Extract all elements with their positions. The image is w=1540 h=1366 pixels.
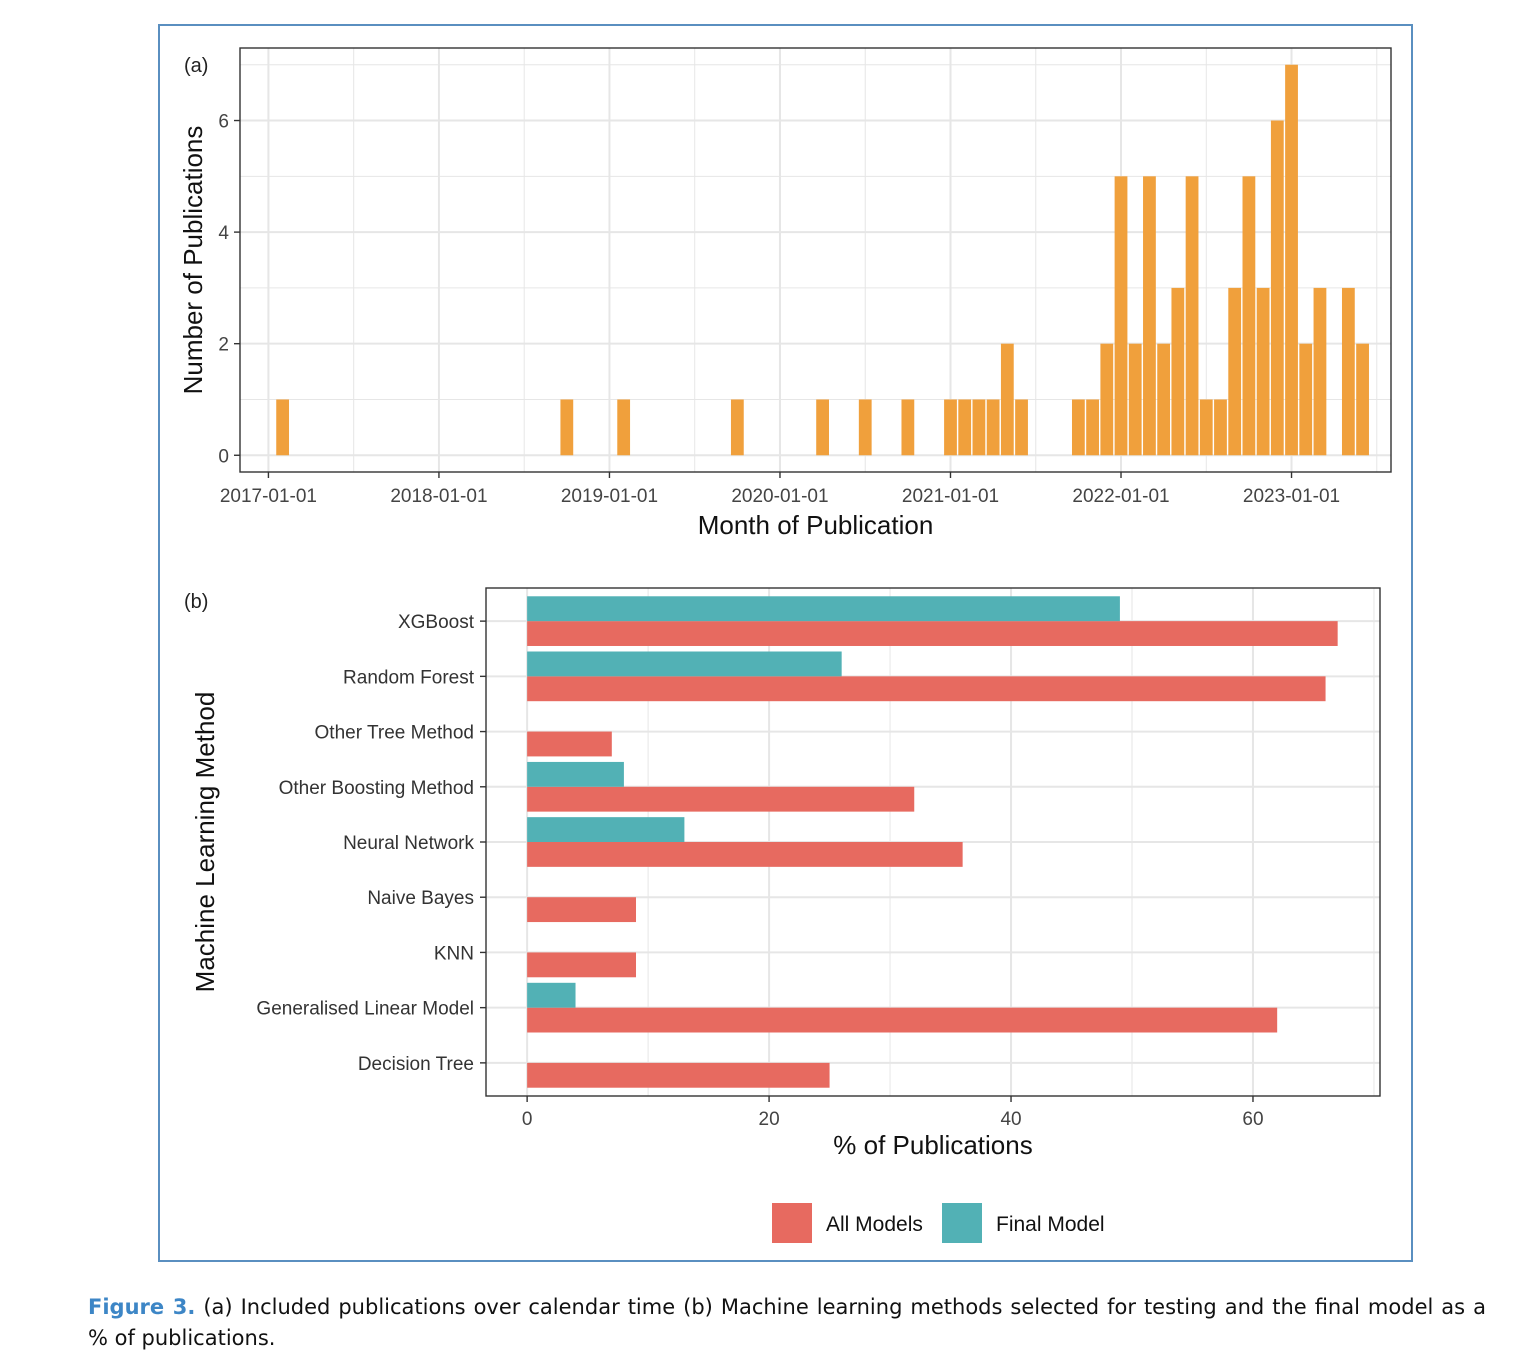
panel-a-bar xyxy=(1270,120,1284,456)
panel-a-label: (a) xyxy=(184,55,208,77)
panel-b-bar-all-models xyxy=(527,1007,1278,1033)
panel-a-bar xyxy=(1228,287,1242,456)
panel-b-y-axis-title: Machine Learning Method xyxy=(190,692,220,993)
panel-a-bar xyxy=(901,399,915,456)
panel-b-x-tick-label: 0 xyxy=(522,1109,533,1130)
panel-b-x-tick-label: 20 xyxy=(759,1109,780,1130)
panel-a-bar xyxy=(1256,287,1270,456)
panel-a-bar xyxy=(617,399,631,456)
panel-b-bar-all-models xyxy=(527,952,637,978)
panel-a-bar xyxy=(276,399,290,456)
panel-a-bar xyxy=(1128,343,1142,456)
legend-label-all-models: All Models xyxy=(826,1213,923,1236)
panel-b-y-tick-label: Other Tree Method xyxy=(315,723,474,744)
panel-b-bar-chart: (b) XGBoost Random Forest Other Tree Metho… xyxy=(184,587,1381,1243)
legend-swatch-final-model xyxy=(942,1203,982,1243)
panel-a-bar xyxy=(986,399,1000,456)
panel-a-plot-border xyxy=(239,47,1392,473)
panel-b-bar-all-models xyxy=(527,1062,830,1088)
panel-a-bar xyxy=(1015,399,1028,456)
panel-a-bar xyxy=(858,399,872,456)
panel-b-x-tick-label: 60 xyxy=(1242,1109,1263,1130)
panel-b-y-tick-label: Decision Tree xyxy=(358,1054,474,1075)
panel-a-bar xyxy=(972,399,986,456)
panel-a-bars xyxy=(276,64,1369,456)
panel-a-bar xyxy=(1143,176,1156,456)
panel-a-bar xyxy=(1356,343,1369,456)
panel-b-label: (b) xyxy=(184,591,208,613)
panel-b-y-tick-label: Naive Bayes xyxy=(367,888,474,909)
panel-a-bar xyxy=(1185,176,1199,456)
panel-a-x-tick-label: 2017-01-01 xyxy=(220,486,317,507)
panel-a-x-tick-label: 2021-01-01 xyxy=(902,486,999,507)
panel-a-y-tick-label: 0 xyxy=(218,446,229,467)
panel-b-bar-all-models xyxy=(527,897,637,923)
panel-b-bar-all-models xyxy=(527,676,1326,702)
panel-b-bar-final-model xyxy=(527,596,1120,622)
panel-a-bar xyxy=(560,399,574,456)
panel-a-bar xyxy=(958,399,972,456)
panel-b-legend: All Models Final Model xyxy=(772,1203,1105,1243)
panel-a-bar xyxy=(1114,176,1128,456)
panel-a-bar xyxy=(1341,287,1355,456)
panel-b-bar-all-models xyxy=(527,842,963,867)
panel-a-x-tick-label: 2020-01-01 xyxy=(731,486,828,507)
panel-a-y-tick-label: 2 xyxy=(218,335,229,356)
panel-b-y-ticks: XGBoost Random Forest Other Tree Method Oth… xyxy=(256,612,486,1075)
panel-a-y-axis-title: Number of Publications xyxy=(178,126,208,395)
panel-a-x-tick-label: 2023-01-01 xyxy=(1243,486,1340,507)
panel-b-bar-all-models xyxy=(527,731,612,757)
panel-a-bar xyxy=(1000,343,1014,456)
panel-a-bar xyxy=(944,399,957,456)
panel-b-x-ticks: 0 20 40 60 xyxy=(522,1096,1264,1130)
panel-b-x-axis-title: % of Publications xyxy=(833,1130,1032,1160)
panel-a-x-ticks: 2017-01-01 2018-01-01 2019-01-01 2020-01-01… xyxy=(220,472,1340,507)
panel-b-bar-all-models xyxy=(527,786,915,812)
panel-a-bar xyxy=(1071,399,1085,456)
panel-a-bar xyxy=(1086,399,1099,456)
panel-b-y-tick-label: KNN xyxy=(434,943,474,964)
panel-a-bar xyxy=(1100,343,1114,456)
panel-b-y-tick-label: Generalised Linear Model xyxy=(256,999,474,1020)
panel-a-bar xyxy=(1299,343,1313,456)
legend-label-final-model: Final Model xyxy=(996,1213,1105,1236)
panel-a-bar xyxy=(1214,399,1227,456)
panel-a-bar xyxy=(1285,64,1298,456)
panel-b-bar-final-model xyxy=(527,651,842,677)
panel-b-bar-final-model xyxy=(527,817,685,842)
panel-a-bar xyxy=(1242,176,1256,456)
panel-b-y-tick-label: Random Forest xyxy=(343,667,475,688)
panel-a-x-axis-title: Month of Publication xyxy=(698,510,934,540)
panel-b-x-tick-label: 40 xyxy=(1000,1109,1021,1130)
panel-a-bar xyxy=(1171,287,1185,456)
panel-b-bar-final-model xyxy=(527,761,624,787)
panel-b-bars xyxy=(527,596,1338,1088)
panel-a-bar xyxy=(730,399,744,456)
panel-a-x-tick-label: 2018-01-01 xyxy=(390,486,487,507)
panel-a-x-tick-label: 2022-01-01 xyxy=(1072,486,1169,507)
panel-a-y-tick-label: 4 xyxy=(218,223,229,244)
caption-text: (a) Included publications over calendar … xyxy=(88,1295,1486,1350)
panel-b-y-tick-label: XGBoost xyxy=(398,612,475,633)
panel-a-bar xyxy=(1157,343,1171,456)
panel-b-y-tick-label: Other Boosting Method xyxy=(279,778,474,799)
figure-caption: Figure 3. (a) Included publications over… xyxy=(88,1292,1486,1354)
panel-a-y-tick-label: 6 xyxy=(218,112,229,133)
panel-b-bar-all-models xyxy=(527,621,1338,646)
panel-b-y-tick-label: Neural Network xyxy=(343,833,474,854)
panel-a-bar xyxy=(816,399,829,456)
panel-a-bar xyxy=(1313,287,1327,456)
panel-b-bar-final-model xyxy=(527,982,576,1008)
panel-a-x-tick-label: 2019-01-01 xyxy=(561,486,658,507)
panel-a-y-ticks: 0 2 4 6 xyxy=(218,112,240,467)
caption-label: Figure 3. xyxy=(88,1295,196,1319)
panel-a-bar xyxy=(1199,399,1213,456)
legend-swatch-all-models xyxy=(772,1203,812,1243)
